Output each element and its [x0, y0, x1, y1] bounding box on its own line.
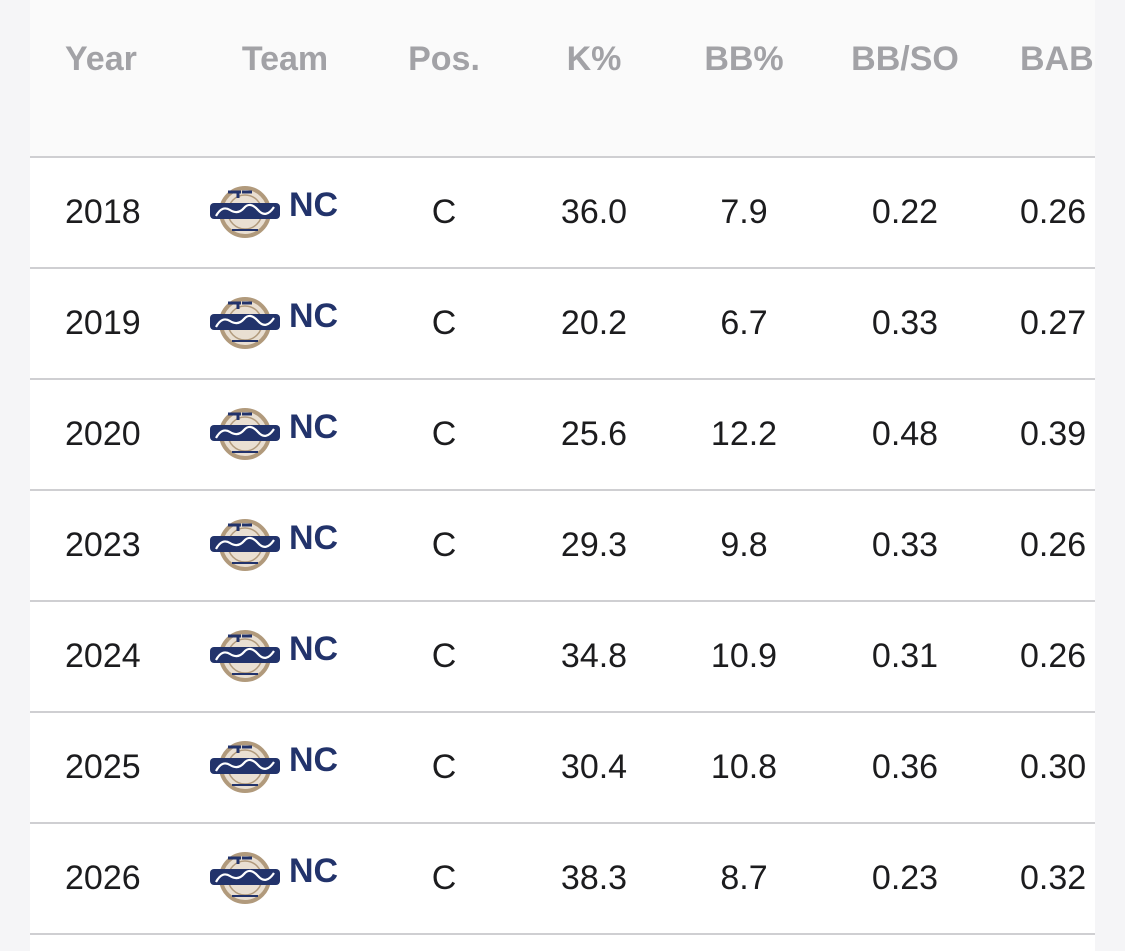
nc-dinos-logo-icon [210, 852, 280, 904]
cell-babip: 0.26 [1020, 637, 1087, 675]
header-babip[interactable]: BABIP [1020, 40, 1095, 78]
cell-bb-pct: 6.7 [720, 304, 768, 342]
cell-bb-pct: 12.2 [710, 415, 778, 453]
cell-bb-so: 0.22 [871, 193, 939, 231]
stats-table: Year Team Pos. K% BB% BB/SO BABIP 2018 N… [30, 0, 1095, 951]
team-name[interactable]: NC [289, 408, 339, 446]
cell-pos: C [431, 526, 457, 564]
table-row[interactable]: 2019 NC C 20.2 6.7 0.33 0.27 [30, 269, 1095, 380]
cell-year: 2018 [65, 193, 141, 231]
cell-k-pct: 34.8 [560, 637, 628, 675]
cell-bb-pct: 10.8 [710, 748, 778, 786]
team-name[interactable]: NC [289, 297, 339, 335]
team-name[interactable]: NC [289, 630, 339, 668]
cell-pos: C [431, 415, 457, 453]
cell-year: 2024 [65, 637, 141, 675]
cell-k-pct: 25.6 [560, 415, 628, 453]
cell-bb-pct: 7.9 [720, 193, 768, 231]
cell-babip: 0.27 [1020, 304, 1087, 342]
table-row[interactable]: 2026 NC C 38.3 8.7 0.23 0.32 [30, 824, 1095, 935]
nc-dinos-logo-icon [210, 186, 280, 238]
cell-babip: 0.32 [1020, 859, 1087, 897]
cell-year: 2026 [65, 859, 141, 897]
cell-bb-pct: 10.9 [710, 637, 778, 675]
cell-year: 2019 [65, 304, 141, 342]
header-bb-so[interactable]: BB/SO [851, 40, 959, 78]
team-name[interactable]: NC [289, 519, 339, 557]
nc-dinos-logo-icon [210, 297, 280, 349]
table-row[interactable]: 2024 NC C 34.8 10.9 0.31 0.26 [30, 602, 1095, 713]
cell-babip: 0.39 [1020, 415, 1087, 453]
cell-pos: C [431, 748, 457, 786]
cell-babip: 0.26 [1020, 193, 1087, 231]
table-row[interactable]: 2020 NC C 25.6 12.2 0.48 0.39 [30, 380, 1095, 491]
cell-pos: C [431, 304, 457, 342]
cell-k-pct: 30.4 [560, 748, 628, 786]
cell-bb-pct: 8.7 [720, 859, 768, 897]
cell-bb-so: 0.33 [871, 304, 939, 342]
cell-pos: C [431, 637, 457, 675]
cell-k-pct: 20.2 [560, 304, 628, 342]
table-row[interactable]: 2023 NC C 29.3 9.8 0.33 0.26 [30, 491, 1095, 602]
header-year[interactable]: Year [65, 40, 137, 78]
team-name[interactable]: NC [289, 852, 339, 890]
cell-bb-so: 0.33 [871, 526, 939, 564]
nc-dinos-logo-icon [210, 741, 280, 793]
cell-bb-so: 0.31 [871, 637, 939, 675]
cell-year: 2020 [65, 415, 141, 453]
header-bb-pct[interactable]: BB% [704, 40, 784, 78]
cell-babip: 0.30 [1020, 748, 1087, 786]
team-name[interactable]: NC [289, 741, 339, 779]
cell-pos: C [431, 859, 457, 897]
table-header: Year Team Pos. K% BB% BB/SO BABIP [30, 0, 1095, 158]
cell-babip: 0.26 [1020, 526, 1087, 564]
cell-year: 2023 [65, 526, 141, 564]
cell-k-pct: 38.3 [560, 859, 628, 897]
cell-k-pct: 29.3 [560, 526, 628, 564]
cell-bb-so: 0.36 [871, 748, 939, 786]
cell-year: 2025 [65, 748, 141, 786]
table-row[interactable]: 2018 NC C 36.0 7.9 0.22 0.26 [30, 158, 1095, 269]
team-name[interactable]: NC [289, 186, 339, 224]
cell-k-pct: 36.0 [560, 193, 628, 231]
header-k-pct[interactable]: K% [566, 40, 622, 78]
header-team[interactable]: Team [241, 40, 329, 78]
cell-bb-so: 0.48 [871, 415, 939, 453]
cell-bb-pct: 9.8 [720, 526, 768, 564]
cell-pos: C [431, 193, 457, 231]
table-row[interactable]: 2025 NC C 30.4 10.8 0.36 0.30 [30, 713, 1095, 824]
header-pos[interactable]: Pos. [408, 40, 480, 78]
nc-dinos-logo-icon [210, 519, 280, 571]
nc-dinos-logo-icon [210, 408, 280, 460]
cell-bb-so: 0.23 [871, 859, 939, 897]
nc-dinos-logo-icon [210, 630, 280, 682]
